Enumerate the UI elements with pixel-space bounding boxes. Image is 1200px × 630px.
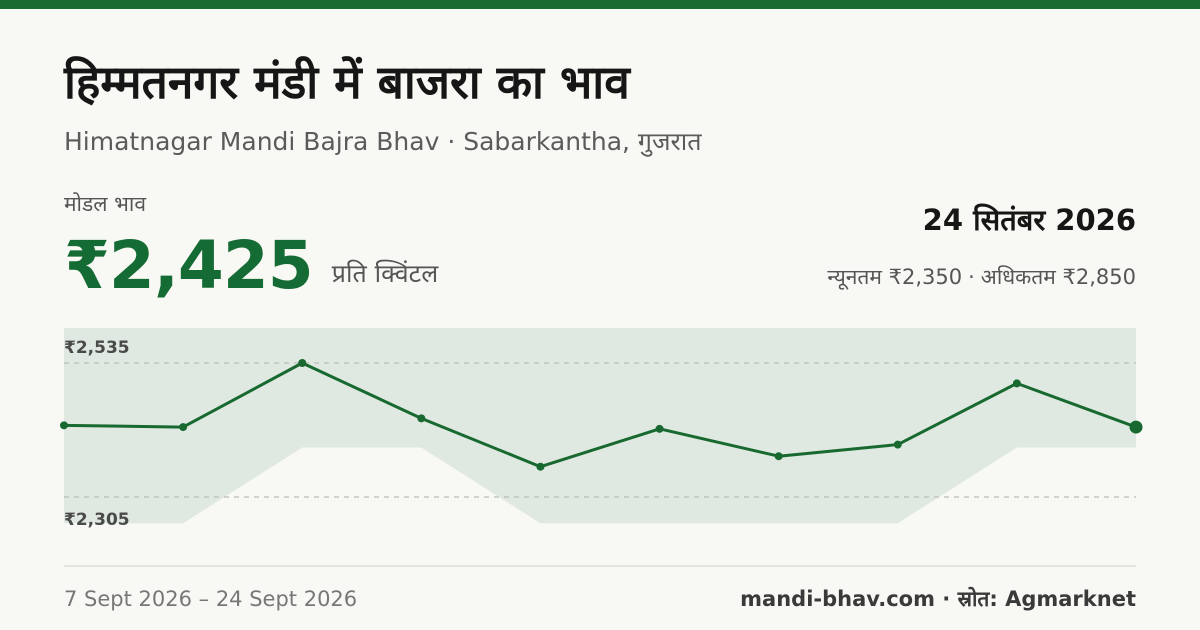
page-title: हिम्मतनगर मंडी में बाजरा का भाव	[64, 55, 630, 109]
modal-price-value: ₹2,425	[64, 227, 314, 304]
data-point	[774, 452, 783, 461]
footer-divider	[64, 565, 1136, 567]
price-row: ₹2,425 प्रति क्विंटल	[64, 224, 438, 308]
date-range: 7 Sept 2026 – 24 Sept 2026	[64, 587, 358, 611]
latest-point	[1129, 420, 1143, 434]
data-point	[536, 462, 545, 471]
page-subtitle: Himatnagar Mandi Bajra Bhav · Sabarkanth…	[64, 127, 702, 156]
data-point	[298, 359, 307, 367]
min-max-band	[64, 328, 1136, 524]
data-point	[893, 440, 902, 449]
series-points	[60, 359, 1143, 471]
series-line	[63, 361, 1137, 469]
data-point	[60, 421, 68, 430]
data-point	[655, 424, 664, 433]
data-point	[1012, 379, 1021, 388]
reference-labels: ₹2,535 ₹2,305	[64, 338, 130, 530]
data-point	[179, 423, 188, 432]
reference-label-1: ₹2,305	[64, 510, 130, 530]
price-unit: प्रति क्विंटल	[331, 259, 439, 288]
source-credit: mandi-bhav.com · स्रोत: Agmarknet	[740, 587, 1136, 611]
modal-price-label: मोडल भाव	[64, 192, 147, 216]
top-accent-bar	[0, 0, 1200, 9]
price-range: न्यूनतम ₹2,350 · अधिकतम ₹2,850	[827, 262, 1136, 292]
price-date: 24 सितंबर 2026	[922, 203, 1136, 237]
min-price: न्यूनतम ₹2,350	[827, 265, 963, 289]
data-point	[417, 414, 426, 423]
reference-label-0: ₹2,535	[64, 338, 130, 358]
reference-lines	[64, 362, 1136, 498]
range-separator: ·	[968, 265, 975, 289]
max-price: अधिकतम ₹2,850	[980, 265, 1136, 289]
